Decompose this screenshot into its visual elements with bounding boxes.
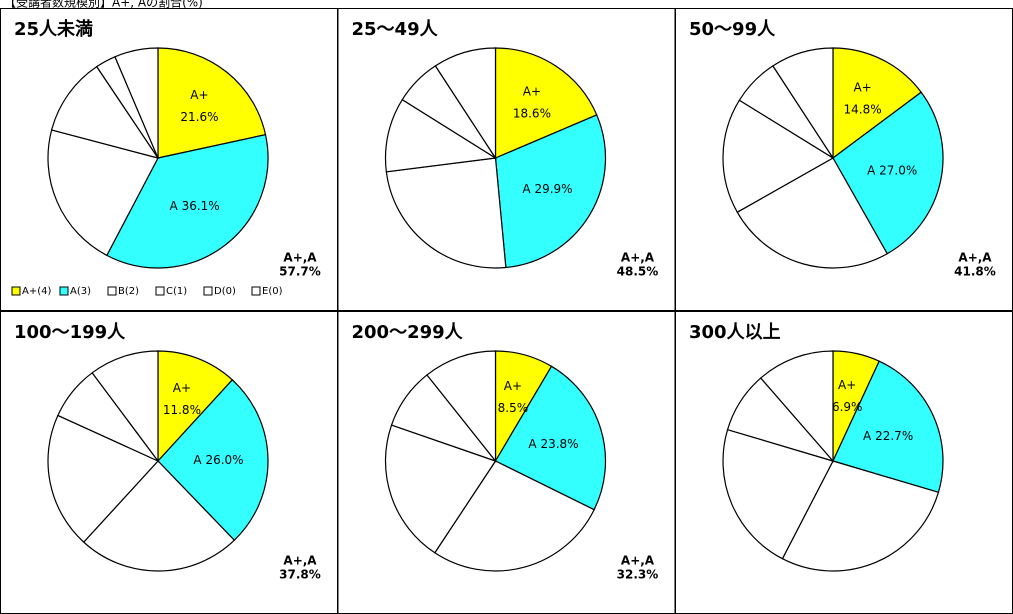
value-label: 29.9% xyxy=(534,181,572,195)
annotation-total: 41.8% xyxy=(954,265,996,279)
pie-slice xyxy=(157,47,267,159)
panel-title: 300人以上 xyxy=(689,322,781,343)
legend-swatch xyxy=(251,286,261,296)
pie-slice xyxy=(832,360,944,494)
pie-slice xyxy=(722,428,834,560)
value-label: A 27.0% xyxy=(867,163,917,177)
pie-slice xyxy=(494,365,607,511)
slice-label: A+ xyxy=(523,84,541,98)
value-label: A 23.8% xyxy=(528,436,578,450)
pie-slice xyxy=(50,65,160,159)
slice-label: A xyxy=(867,163,876,177)
legend-swatch xyxy=(11,286,21,296)
slice-label: A+ xyxy=(190,88,208,102)
value-label: 26.0% xyxy=(205,453,243,467)
slice-label: A xyxy=(863,429,872,443)
value-label: 23.8% xyxy=(540,436,578,450)
slice-label: A xyxy=(528,436,537,450)
slice-label: A+ xyxy=(173,381,191,395)
slice-label: A+ xyxy=(504,379,522,393)
panel-title: 100～199人 xyxy=(14,322,126,343)
annotation-total: 57.7% xyxy=(279,265,321,279)
pie-slice xyxy=(433,460,595,572)
value-label: A 26.0% xyxy=(193,453,243,467)
pie-slice xyxy=(82,460,236,572)
pie-slice xyxy=(47,129,159,257)
panel-title: 200～299人 xyxy=(352,322,464,343)
pie-slice xyxy=(114,47,159,159)
pie-slice xyxy=(759,350,834,463)
legend-label: C(1) xyxy=(166,286,187,297)
value-label: 14.8% xyxy=(844,103,882,117)
annotation-label: A+,A xyxy=(958,251,992,265)
value-label: 36.1% xyxy=(182,199,220,213)
pie-slice xyxy=(494,114,607,269)
annotation-label: A+,A xyxy=(621,554,655,568)
pie-slice xyxy=(157,379,269,542)
slice-label: A+ xyxy=(838,378,856,392)
value-label: 18.6% xyxy=(513,106,551,120)
slice-label: A xyxy=(522,181,531,195)
annotation-total: 37.8% xyxy=(279,568,321,582)
value-label: A 29.9% xyxy=(522,181,572,195)
pie-slice xyxy=(736,157,889,269)
pie-slice xyxy=(157,350,234,463)
pie-slice xyxy=(781,460,940,572)
panel-title: 25人未満 xyxy=(14,18,93,40)
pie-slice xyxy=(426,350,497,463)
legend-swatch xyxy=(203,286,213,296)
pie-slice xyxy=(385,157,507,269)
annotation-label: A+,A xyxy=(621,251,655,265)
value-label: A 36.1% xyxy=(170,199,220,213)
legend-label: B(2) xyxy=(118,286,139,297)
legend-swatch xyxy=(59,286,69,296)
legend-label: A+(4) xyxy=(22,286,51,297)
pie-slice xyxy=(832,91,944,255)
panel-title: 25～49人 xyxy=(352,19,439,40)
pie-slice xyxy=(47,414,160,543)
value-label: 11.8% xyxy=(163,403,201,417)
value-label: A 22.7% xyxy=(863,429,913,443)
slice-label: A xyxy=(193,453,202,467)
value-label: 22.7% xyxy=(875,429,913,443)
pie-slice xyxy=(494,47,598,159)
pie-slice xyxy=(772,47,834,161)
pie-slice xyxy=(832,47,923,160)
legend-label: D(0) xyxy=(214,286,236,297)
legend-swatch xyxy=(155,286,165,296)
annotation-label: A+,A xyxy=(283,251,317,265)
value-label: 6.9% xyxy=(832,400,863,414)
pie-slice xyxy=(384,98,498,173)
legend-label: E(0) xyxy=(262,286,283,297)
annotation-total: 32.3% xyxy=(617,568,659,582)
slice-label: A xyxy=(170,199,179,213)
legend-label: A(3) xyxy=(70,286,91,297)
pie-slice xyxy=(91,350,159,463)
annotation-label: A+,A xyxy=(283,554,317,568)
value-label: 8.5% xyxy=(498,401,529,415)
pie-slice xyxy=(106,133,269,269)
slice-label: A+ xyxy=(853,81,871,95)
pie-slice xyxy=(384,424,497,554)
annotation-total: 48.5% xyxy=(617,265,659,279)
legend-swatch xyxy=(107,286,117,296)
value-label: 27.0% xyxy=(879,163,917,177)
page-title: 【受講者数規模別】A+, Aの割合(%) xyxy=(4,0,203,10)
pie-slice xyxy=(434,47,497,161)
panel-title: 50～99人 xyxy=(689,19,776,40)
value-label: 21.6% xyxy=(180,110,218,124)
pie-slice xyxy=(722,99,835,214)
